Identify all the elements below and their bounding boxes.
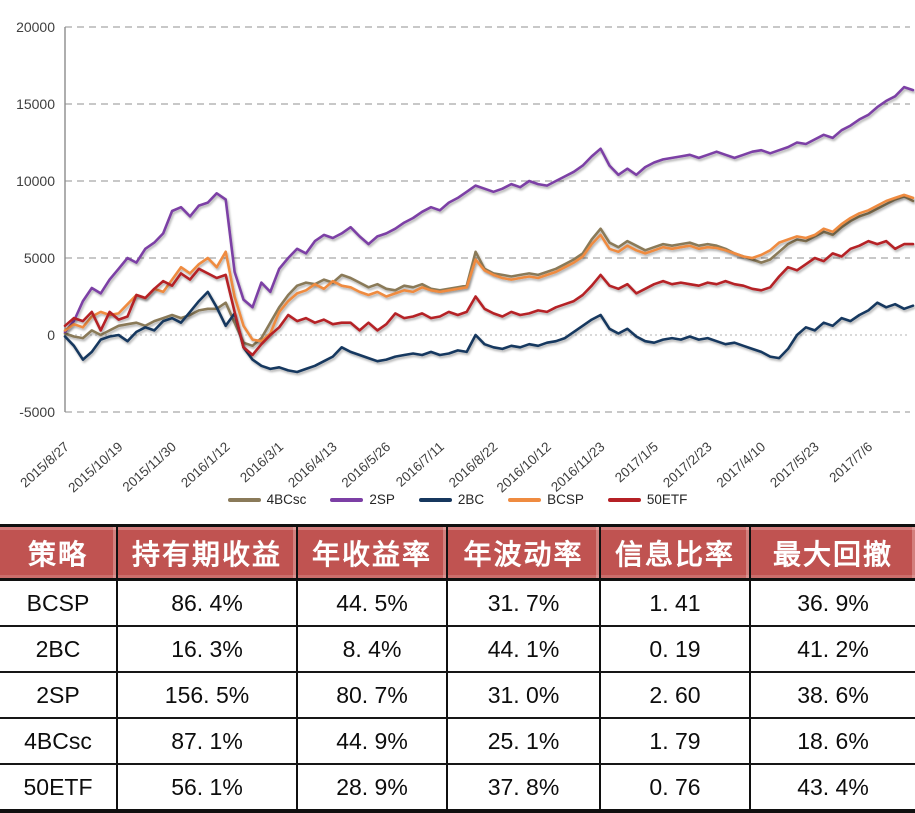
metric-value-cell: 18. 6% [749,718,915,765]
series-line-2BC [63,290,915,374]
line-chart-canvas: 20000150001000050000-50002015/8/272015/1… [16,19,915,495]
table-header-row: 策略 持有期收益 年收益率 年波动率 信息比率 最大回撤 [0,525,915,581]
legend-item-BCSP: BCSP [508,492,584,507]
metric-value-cell: 43. 4% [749,764,915,811]
metric-value-cell: 36. 9% [749,579,915,627]
y-axis-label: 10000 [16,173,55,189]
series-line-50ETF [63,239,915,357]
x-axis-label: 2016/5/26 [339,439,394,490]
column-header: 策略 [0,525,117,581]
legend-label: 2SP [369,492,395,507]
legend-swatch-icon [508,497,542,502]
table-row: 2BC 16. 3% 8. 4% 44. 1% 0. 19 41. 2% [0,626,915,673]
metric-value-cell: 44. 5% [296,579,447,627]
legend-item-2SP: 2SP [330,492,395,507]
table-row: 50ETF 56. 1% 28. 9% 37. 8% 0. 76 43. 4% [0,764,915,811]
x-axis-label: 2016/11/23 [548,439,608,495]
strategy-name-cell: BCSP [0,579,117,627]
y-axis-label: -5000 [19,404,55,420]
legend-swatch-icon [330,497,364,502]
table-body: BCSP 86. 4% 44. 5% 31. 7% 1. 41 36. 9% 2BC 16. … [0,579,915,811]
table-row: 4BCsc 87. 1% 44. 9% 25. 1% 1. 79 18. 6% [0,718,915,765]
chart-legend: 4BCsc 2SP 2BC BCSP 50ETF [0,492,915,507]
column-header: 信息比率 [599,525,750,581]
series-line-BCSP [63,193,915,343]
x-axis-label: 2016/1/12 [178,439,233,490]
metric-value-cell: 0. 19 [599,626,750,673]
legend-label: BCSP [547,492,584,507]
legend-swatch-icon [227,497,261,502]
x-axis-label: 2015/11/30 [120,439,180,495]
strategy-performance-table: 策略 持有期收益 年收益率 年波动率 信息比率 最大回撤 BCSP 86. 4% 44. 5%… [0,524,915,813]
y-axis-label: 15000 [16,96,55,112]
x-axis-label: 2016/3/1 [237,439,286,485]
y-axis-label: 0 [47,327,55,343]
legend-swatch-icon [418,497,452,502]
strategy-name-cell: 50ETF [23,773,93,800]
x-axis-label: 2016/8/22 [446,439,501,490]
x-axis-label: 2017/4/10 [714,439,769,490]
x-axis-label: 2016/10/12 [494,439,554,495]
metric-value-cell: 156. 5% [116,672,297,719]
table-row: BCSP 86. 4% 44. 5% 31. 7% 1. 41 36. 9% [0,579,915,627]
metric-value-cell: 2. 60 [599,672,750,719]
metric-value-cell: 31. 7% [446,579,600,627]
y-axis-label: 5000 [24,250,55,266]
metric-value-cell: 16. 3% [116,626,297,673]
x-axis-label: 2016/4/13 [285,439,340,490]
column-header: 年波动率 [446,525,600,581]
legend-item-50ETF: 50ETF [607,492,688,507]
y-axis-label: 20000 [16,19,55,35]
legend-swatch-icon [607,497,641,502]
metric-value-cell: 56. 1% [116,764,297,811]
x-axis-label: 2016/7/11 [393,439,447,490]
legend-label: 2BC [457,492,485,507]
column-header: 最大回撤 [749,525,915,581]
metric-value-cell: 44. 9% [296,718,447,765]
metric-value-cell: 0. 76 [599,764,750,811]
legend-item-4BCsc: 4BCsc [227,492,307,507]
x-axis-label: 2015/8/27 [17,439,72,490]
metric-value-cell: 38. 6% [749,672,915,719]
metric-value-cell: 31. 0% [446,672,600,719]
metric-value-cell: 44. 1% [446,626,600,673]
x-axis-label: 2015/10/19 [65,439,125,495]
metric-value-cell: 25. 1% [446,718,600,765]
metric-value-cell: 8. 4% [296,626,447,673]
metric-value-cell: 86. 4% [116,579,297,627]
column-header: 持有期收益 [116,525,297,581]
strategy-name-cell: 2SP [0,672,117,719]
x-axis-label: 2017/2/23 [660,439,715,490]
metric-value-cell: 1. 41 [599,579,750,627]
metric-value-cell: 28. 9% [296,764,447,811]
series-line-2SP [63,85,915,334]
metric-value-cell: 87. 1% [116,718,297,765]
strategy-name-cell: 2BC [0,626,117,673]
series-line-4BCsc [63,195,915,348]
legend-label: 4BCsc [266,492,307,507]
strategy-name-cell: 4BCsc [0,718,117,765]
x-axis-label: 2017/5/23 [767,439,822,490]
legend-item-2BC: 2BC [418,492,485,507]
metric-value-cell: 80. 7% [296,672,447,719]
x-axis-label: 2017/1/5 [612,439,661,485]
legend-label: 50ETF [646,492,688,507]
column-header: 年收益率 [296,525,447,581]
metric-value-cell: 37. 8% [446,764,600,811]
metric-value-cell: 41. 2% [749,626,915,673]
table-row: 2SP 156. 5% 80. 7% 31. 0% 2. 60 38. 6% [0,672,915,719]
x-axis-label: 2017/7/6 [826,439,875,485]
performance-chart: 20000 15000 10000 5000 0 -5000 2015/8/27 2015/1… [0,19,915,507]
metric-value-cell: 1. 79 [599,718,750,765]
